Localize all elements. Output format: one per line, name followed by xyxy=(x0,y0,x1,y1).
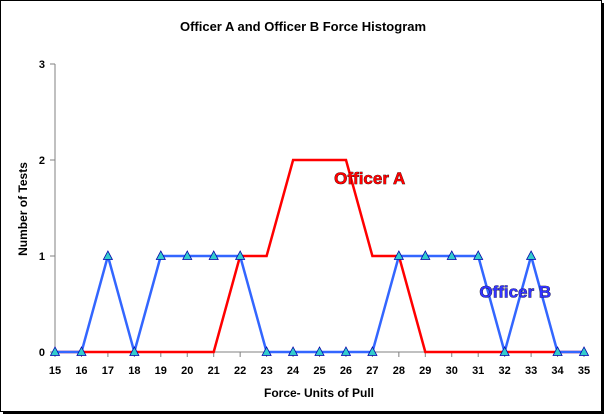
data-point-officer-b xyxy=(420,250,431,260)
data-point-officer-b xyxy=(76,346,87,356)
x-tick-label: 35 xyxy=(578,365,590,377)
chart-title: Officer A and Officer B Force Histogram xyxy=(180,19,426,34)
y-tick-label: 3 xyxy=(39,59,45,71)
data-point-officer-b xyxy=(287,346,299,356)
data-point-officer-b xyxy=(261,346,272,356)
data-point-officer-b xyxy=(499,346,510,356)
data-point-officer-b xyxy=(208,250,219,260)
data-point-officer-b xyxy=(525,250,537,260)
x-tick-label: 31 xyxy=(472,365,484,377)
y-tick-label: 0 xyxy=(39,347,45,359)
x-tick-label: 28 xyxy=(393,365,405,377)
x-tick-label: 15 xyxy=(49,365,61,377)
data-point-officer-b xyxy=(552,346,563,356)
data-point-officer-b xyxy=(155,250,166,260)
annotation-officer-a: Officer A xyxy=(334,169,405,188)
y-axis-label: Number of Tests xyxy=(16,162,30,256)
x-tick-label: 25 xyxy=(313,365,325,377)
x-tick-label: 21 xyxy=(208,365,220,377)
x-tick-label: 19 xyxy=(155,365,167,377)
y-tick-label: 2 xyxy=(39,155,45,167)
x-tick-label: 23 xyxy=(260,365,272,377)
x-tick-label: 26 xyxy=(340,365,352,377)
data-point-officer-b xyxy=(473,250,484,260)
x-tick-label: 18 xyxy=(128,365,140,377)
x-tick-label: 32 xyxy=(499,365,511,377)
series-layer xyxy=(49,158,590,357)
data-point-officer-b xyxy=(393,250,405,260)
x-tick-label: 16 xyxy=(75,365,87,377)
x-tick-label: 24 xyxy=(287,365,300,377)
data-point-officer-b xyxy=(314,346,325,356)
data-point-officer-b xyxy=(367,346,378,356)
x-tick-label: 20 xyxy=(181,365,193,377)
data-point-officer-b xyxy=(446,250,457,260)
x-tick-label: 33 xyxy=(525,365,537,377)
x-tick-label: 29 xyxy=(419,365,431,377)
data-point-officer-b xyxy=(340,346,352,356)
x-axis-label: Force- Units of Pull xyxy=(264,386,374,400)
data-point-officer-b xyxy=(49,346,61,356)
x-tick-label: 34 xyxy=(551,365,564,377)
data-point-officer-b xyxy=(578,346,590,356)
series-line-officer-b xyxy=(55,251,584,357)
data-point-officer-b xyxy=(234,250,246,260)
series-line-officer-a xyxy=(55,158,584,354)
data-point-officer-b xyxy=(129,346,140,356)
x-tick-label: 22 xyxy=(234,365,246,377)
x-tick-label: 27 xyxy=(366,365,378,377)
data-point-officer-b xyxy=(102,250,114,260)
x-tick-label: 30 xyxy=(446,365,458,377)
y-tick-label: 1 xyxy=(39,251,45,263)
x-tick-label: 17 xyxy=(102,365,114,377)
annotation-layer: Officer A Officer B xyxy=(334,169,552,302)
data-point-officer-b xyxy=(182,250,193,260)
annotation-officer-b: Officer B xyxy=(479,282,551,301)
